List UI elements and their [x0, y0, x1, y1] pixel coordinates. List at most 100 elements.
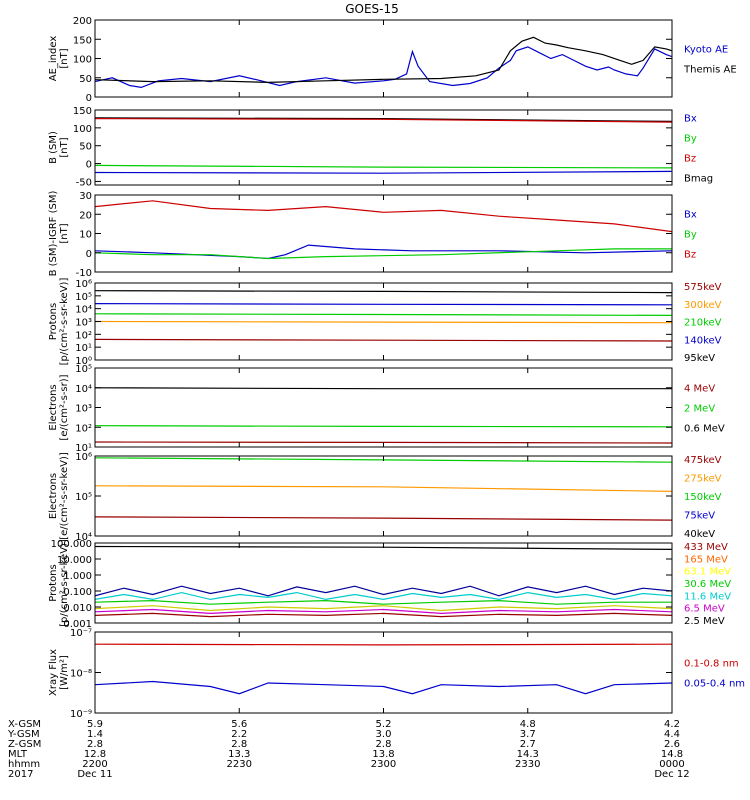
series-line-electrons_kev-2	[95, 516, 672, 521]
y-axis-label-line: [e/(cm²-s-sr-keV)]	[59, 452, 70, 540]
y-axis-label-line: Electrons	[48, 384, 59, 430]
y-axis-label: Electrons[e/(cm²-s-sr)]	[48, 374, 70, 440]
legend-entry: 30.6 MeV	[684, 579, 731, 590]
series-line-protons_low-4	[95, 338, 672, 342]
series-group	[95, 545, 672, 618]
x-row-label: 2017	[8, 769, 33, 780]
x-row-label: hhmm	[8, 759, 40, 770]
y-tick-label: 10¹	[75, 343, 92, 354]
legend-entry: 275keV	[684, 474, 722, 485]
y-axis-label-line: Electrons	[48, 473, 59, 519]
y-axis-label-line: [nT]	[59, 48, 70, 68]
x-column-value: 1.4	[87, 729, 103, 740]
y-axis-label: Electrons[e/(cm²-s-sr-keV)]	[48, 452, 70, 540]
legend-entry: Kyoto AE	[684, 45, 728, 56]
y-tick-label: 0	[86, 93, 92, 104]
y-tick-label: 150	[73, 35, 92, 46]
series-line-xray-0	[95, 643, 672, 646]
x-column-value: 5.6	[231, 719, 247, 730]
series-line-electrons_mev-0	[95, 387, 672, 390]
panel-b: -50 0 50 100 150 B (SM)[nT] Bx By Bz Bmag	[48, 106, 713, 188]
y-axis-label: B (SM)[nT]	[48, 131, 70, 164]
y-tick-label: 150	[73, 106, 92, 117]
legend-entry: 475keV	[684, 455, 722, 466]
x-column-value: 2.8	[231, 739, 247, 750]
panel-electrons_mev: 10¹ 10² 10³ 10⁴ 10⁵ Electrons[e/(cm²-s-sr)] 4 …	[48, 364, 725, 454]
series-group	[95, 200, 672, 260]
y-tick-label: -50	[76, 177, 92, 188]
y-tick-label: 10⁰	[75, 356, 92, 367]
x-column-value: 2300	[371, 759, 396, 770]
y-tick-label: 10³	[75, 318, 92, 329]
series-line-xray-1	[95, 680, 672, 695]
series-line-protons_low-0	[95, 290, 672, 294]
y-axis-label: Protons[p/(cm²-s-sr-keV)]	[48, 278, 70, 366]
y-tick-label: 10⁴	[75, 532, 92, 543]
y-axis-label-line: [p/(cm²-s-sr-keV)]	[59, 278, 70, 366]
y-tick-label: 100.000	[51, 539, 92, 550]
series-line-db-0	[95, 200, 672, 233]
y-tick-label: 10⁵	[75, 492, 92, 503]
y-axis-label-line: AE_index	[48, 36, 59, 82]
x-column-value: 0000	[659, 759, 684, 770]
y-tick-label: 0.100	[63, 587, 92, 598]
y-tick-label: 0	[86, 249, 92, 260]
y-tick-label: 10²	[75, 423, 92, 434]
y-axis-label-line: B (SM)-IGRF (SM)	[48, 191, 59, 277]
x-axis-table: X-GSMY-GSMZ-GSMMLThhmm20175.91.42.812.82…	[7, 719, 690, 780]
x-column-value: 2.8	[87, 739, 103, 750]
series-line-db-2	[95, 248, 672, 260]
panel-protons_high: 0.0010.0100.1001.00010.000100.000Protons…	[48, 539, 731, 630]
series-line-db-1	[95, 244, 672, 260]
legend-entry: 2.5 MeV	[684, 616, 725, 627]
y-tick-label: -10	[76, 268, 92, 279]
y-tick-label: 0.001	[63, 619, 92, 630]
legend-entry: 433 MeV	[684, 542, 728, 553]
x-column-value: 2230	[227, 759, 252, 770]
series-line-protons_high-6	[95, 612, 672, 618]
y-axis-label-line: Xray Flux	[48, 649, 59, 696]
x-column-value: 14.8	[661, 749, 683, 760]
panel-electrons_kev: 10⁴ 10⁵ 10⁶ Electrons[e/(cm²-s-sr-keV)] 475k…	[48, 452, 722, 543]
legend-entry: Bz	[684, 250, 696, 261]
y-tick-label: 10²	[75, 330, 92, 341]
y-axis-label-line: [W/m²]	[59, 655, 70, 690]
x-column-value: 2200	[82, 759, 107, 770]
y-tick-label: 100	[73, 124, 92, 135]
y-axis-label-line: [nT]	[59, 137, 70, 157]
x-column-value: 2.6	[664, 739, 680, 750]
y-tick-label: 10⁶	[75, 279, 92, 290]
x-column-value: 4.2	[664, 719, 680, 730]
series-line-protons_high-2	[95, 591, 672, 601]
x-row-label: Y-GSM	[7, 729, 40, 740]
legend-entry: 0.1-0.8 nm	[684, 659, 739, 670]
series-group	[95, 117, 672, 174]
series-line-protons_low-2	[95, 313, 672, 316]
legend-entry: 95keV	[684, 353, 715, 364]
legend-entry: 2 MeV	[684, 404, 715, 415]
legend-entry: 0.05-0.4 nm	[684, 679, 745, 690]
y-tick-label: 20	[79, 210, 92, 221]
series-line-b-2	[95, 164, 672, 169]
legend-entry: Bmag	[684, 174, 713, 185]
y-axis-label: AE_index[nT]	[48, 36, 70, 82]
legend-entry: Themis AE	[683, 65, 737, 76]
y-tick-label: 50	[79, 142, 92, 153]
panel-frame	[94, 455, 673, 537]
panel-frame	[94, 367, 673, 448]
series-line-b-0	[95, 117, 672, 122]
x-column-value: 5.9	[87, 719, 103, 730]
series-group	[95, 457, 672, 521]
legend-entry: 300keV	[684, 300, 722, 311]
x-column-value: 3.7	[520, 729, 536, 740]
y-tick-label: 0	[86, 160, 92, 171]
y-tick-label: 10⁴	[75, 384, 92, 395]
y-tick-label: 50	[79, 74, 92, 85]
series-group	[95, 643, 672, 695]
legend-entry: By	[684, 134, 697, 145]
y-tick-label: 10.000	[57, 555, 92, 566]
x-column-value: 2.7	[520, 739, 536, 750]
y-axis-label-line: B (SM)	[48, 131, 59, 164]
series-line-protons_low-3	[95, 320, 672, 324]
